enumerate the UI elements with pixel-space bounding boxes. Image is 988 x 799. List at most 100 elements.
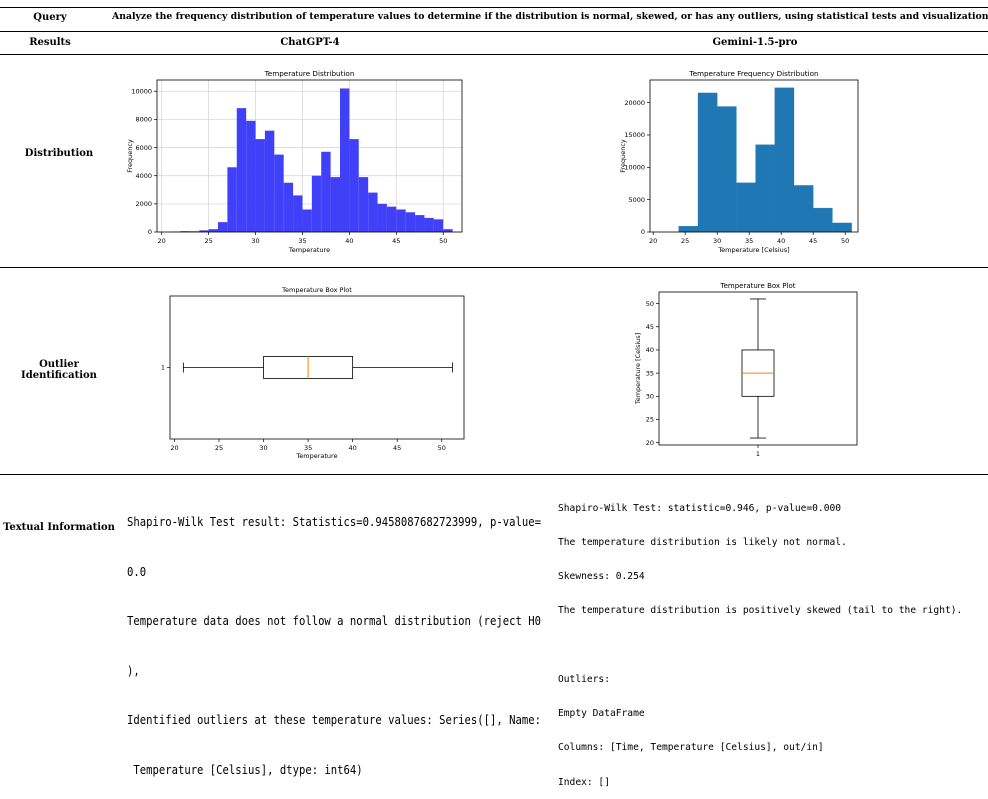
text-right-line: Shapiro-Wilk Test: statistic=0.946, p-va… <box>558 503 962 514</box>
x-tick-label: 25 <box>215 444 223 452</box>
row-label-distribution: Distribution <box>0 148 118 159</box>
query-label: Query <box>20 12 80 23</box>
row-label-textual: Textual Information <box>0 522 118 533</box>
x-tick-label: 30 <box>251 237 259 245</box>
y-tick-label: 20000 <box>624 99 645 107</box>
histogram-bar <box>717 107 736 232</box>
y-axis-label: Frequency <box>619 139 627 173</box>
header-rule <box>0 54 988 55</box>
y-tick-label: 30 <box>646 393 654 401</box>
histogram-bar <box>443 229 452 232</box>
query-rule <box>0 31 988 32</box>
histogram-bar <box>756 145 775 232</box>
x-tick-label: 25 <box>681 237 689 245</box>
text-right-line: Outliers: <box>558 674 962 685</box>
histogram-bar <box>293 195 302 232</box>
text-right-line: Skewness: 0.254 <box>558 571 962 582</box>
query-text: Analyze the frequency distribution of te… <box>112 11 988 22</box>
chart-title: Temperature Box Plot <box>720 282 796 290</box>
text-left-line: Temperature data does not follow a norma… <box>127 613 541 630</box>
distribution-rule <box>0 267 988 268</box>
results-label: Results <box>20 37 80 48</box>
text-right-line: Empty DataFrame <box>558 708 962 719</box>
text-right-line: Columns: [Time, Temperature [Celsius], o… <box>558 742 962 753</box>
histogram-bar <box>349 139 358 232</box>
text-left-block: Shapiro-Wilk Test result: Statistics=0.9… <box>127 481 541 795</box>
histogram-bar <box>387 207 396 232</box>
model-right-header: Gemini-1.5-pro <box>695 37 815 48</box>
y-tick-label: 40 <box>646 346 654 354</box>
x-tick-label: 50 <box>439 237 447 245</box>
histogram-bar <box>775 88 794 232</box>
y-tick-label: 25 <box>646 416 654 424</box>
histogram-bar <box>237 108 246 232</box>
x-tick-label: 25 <box>204 237 212 245</box>
histogram-bar <box>274 155 283 232</box>
category-label: 1 <box>161 364 165 372</box>
histogram-bar <box>396 209 405 232</box>
histogram-bar <box>284 183 293 232</box>
y-tick-label: 6000 <box>135 144 152 152</box>
y-tick-label: 45 <box>646 323 654 331</box>
y-tick-label: 10000 <box>624 164 645 172</box>
histogram-bar <box>359 177 368 232</box>
x-tick-label: 35 <box>304 444 312 452</box>
histogram-bar <box>832 223 851 232</box>
y-axis-label: Temperature [Celsius] <box>634 333 642 405</box>
y-tick-label: 5000 <box>628 196 645 204</box>
x-tick-label: 50 <box>438 444 446 452</box>
outlier-rule <box>0 474 988 475</box>
x-tick-label: 30 <box>713 237 721 245</box>
histogram-bar <box>256 139 265 232</box>
text-right-block: Shapiro-Wilk Test: statistic=0.946, p-va… <box>558 480 962 799</box>
y-tick-label: 15000 <box>624 131 645 139</box>
chart-title: Temperature Distribution <box>264 69 355 78</box>
x-tick-label: 50 <box>841 237 849 245</box>
y-tick-label: 2000 <box>135 200 152 208</box>
text-right-line: Index: [] <box>558 777 962 788</box>
y-tick-label: 35 <box>646 369 654 377</box>
x-tick-label: 40 <box>348 444 356 452</box>
histogram-bar <box>679 226 698 232</box>
text-right-line: ​ <box>558 640 962 651</box>
text-left-line: ), <box>127 663 541 680</box>
histogram-bar <box>218 222 227 232</box>
histogram-bar <box>321 152 330 232</box>
category-label: 1 <box>756 450 760 458</box>
x-tick-label: 30 <box>259 444 267 452</box>
chart-title: Temperature Frequency Distribution <box>688 69 818 78</box>
histogram-bar <box>312 176 321 232</box>
histogram-bar <box>698 93 717 232</box>
y-tick-label: 0 <box>641 228 645 236</box>
histogram-bar <box>302 209 311 232</box>
y-tick-label: 4000 <box>135 172 152 180</box>
histogram-bar <box>406 212 415 232</box>
x-tick-label: 45 <box>392 237 400 245</box>
histogram-bar <box>227 167 236 232</box>
text-right-line: The temperature distribution is likely n… <box>558 537 962 548</box>
histogram-bar <box>246 121 255 232</box>
x-axis-label: Temperature <box>288 246 330 254</box>
x-tick-label: 45 <box>809 237 817 245</box>
y-tick-label: 0 <box>148 228 152 236</box>
plot-frame <box>157 80 462 232</box>
x-axis-label: Temperature [Celsius] <box>717 246 789 254</box>
histogram-bar <box>434 219 443 232</box>
x-axis-label: Temperature <box>295 452 337 460</box>
histogram-bar <box>209 229 218 232</box>
y-tick-label: 50 <box>646 300 654 308</box>
x-tick-label: 45 <box>393 444 401 452</box>
histogram-bar <box>265 131 274 232</box>
histogram-bar <box>340 88 349 232</box>
x-tick-label: 40 <box>777 237 785 245</box>
histogram-bar <box>424 218 433 232</box>
y-axis-label: Frequency <box>126 139 134 173</box>
histogram-bar <box>368 193 377 232</box>
histogram-bar <box>794 185 813 232</box>
y-tick-label: 8000 <box>135 116 152 124</box>
text-right-line: The temperature distribution is positive… <box>558 605 962 616</box>
